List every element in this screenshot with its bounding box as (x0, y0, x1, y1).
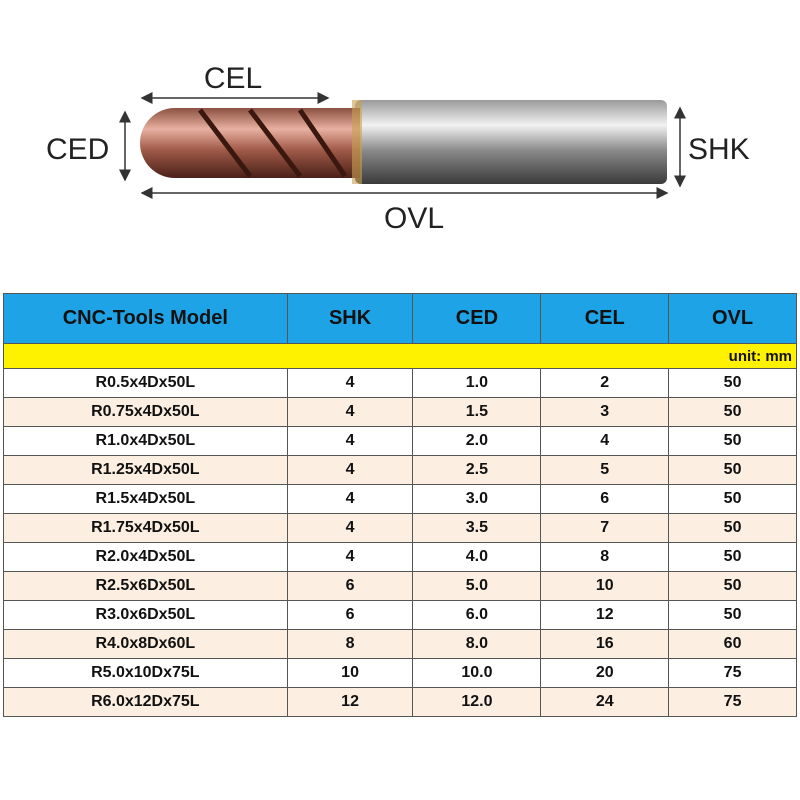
table-row: R0.5x4Dx50L 4 1.0 2 50 (3, 368, 797, 398)
table-cell: R0.5x4Dx50L (3, 368, 288, 398)
table-row: R0.75x4Dx50L 4 1.5 3 50 (3, 397, 797, 427)
table-cell: 4 (286, 484, 414, 514)
header-cell: OVL (668, 293, 797, 344)
unit-row: unit: mm (3, 343, 797, 369)
table-cell: R2.0x4Dx50L (3, 542, 288, 572)
ovl-label: OVL (384, 202, 444, 235)
table-cell: R4.0x8Dx60L (3, 629, 288, 659)
table-row: R5.0x10Dx75L 10 10.0 20 75 (3, 658, 797, 688)
table-cell: 50 (668, 397, 797, 427)
table-cell: R3.0x6Dx50L (3, 600, 288, 630)
table-cell: R6.0x12Dx75L (3, 687, 288, 717)
table-cell: 50 (668, 426, 797, 456)
table-cell: 12.0 (412, 687, 542, 717)
header-cell: SHK (286, 293, 414, 344)
table-cell: 10 (540, 571, 670, 601)
header-cell: CNC-Tools Model (3, 293, 288, 344)
table-cell: R0.75x4Dx50L (3, 397, 288, 427)
table-cell: 2.0 (412, 426, 542, 456)
shk-label: SHK (688, 133, 750, 166)
table-row: R1.5x4Dx50L 4 3.0 6 50 (3, 484, 797, 514)
table-cell: 2 (540, 368, 670, 398)
table-cell: R1.75x4Dx50L (3, 513, 288, 543)
table-cell: 8.0 (412, 629, 542, 659)
header-cell: CEL (540, 293, 670, 344)
table-cell: 4.0 (412, 542, 542, 572)
table-row: R1.25x4Dx50L 4 2.5 5 50 (3, 455, 797, 485)
table-cell: 3.5 (412, 513, 542, 543)
header-cell: CED (412, 293, 542, 344)
ced-label: CED (46, 133, 109, 166)
table-cell: 50 (668, 484, 797, 514)
table-cell: 4 (286, 397, 414, 427)
table-cell: 4 (540, 426, 670, 456)
table-cell: 4 (286, 513, 414, 543)
table-cell: 20 (540, 658, 670, 688)
table-cell: 10.0 (412, 658, 542, 688)
table-cell: 2.5 (412, 455, 542, 485)
table-cell: 6 (286, 600, 414, 630)
table-cell: 50 (668, 600, 797, 630)
table-cell: 3.0 (412, 484, 542, 514)
table-cell: 12 (540, 600, 670, 630)
table-cell: 3 (540, 397, 670, 427)
table-cell: 12 (286, 687, 414, 717)
table-cell: 75 (668, 687, 797, 717)
table-cell: 5 (540, 455, 670, 485)
table-cell: 60 (668, 629, 797, 659)
table-row: R2.0x4Dx50L 4 4.0 8 50 (3, 542, 797, 572)
table-cell: R1.5x4Dx50L (3, 484, 288, 514)
table-cell: R1.0x4Dx50L (3, 426, 288, 456)
table-cell: 6.0 (412, 600, 542, 630)
table-cell: 5.0 (412, 571, 542, 601)
table-row: R4.0x8Dx60L 8 8.0 16 60 (3, 629, 797, 659)
table-cell: R1.25x4Dx50L (3, 455, 288, 485)
end-mill (140, 100, 667, 184)
table-cell: 24 (540, 687, 670, 717)
table-row: R6.0x12Dx75L 12 12.0 24 75 (3, 687, 797, 717)
table-cell: 16 (540, 629, 670, 659)
table-cell: R5.0x10Dx75L (3, 658, 288, 688)
table-cell: 4 (286, 368, 414, 398)
unit-cell: unit: mm (3, 343, 797, 369)
table-cell: R2.5x6Dx50L (3, 571, 288, 601)
table-cell: 8 (286, 629, 414, 659)
table-row: R1.0x4Dx50L 4 2.0 4 50 (3, 426, 797, 456)
table-cell: 6 (540, 484, 670, 514)
table-cell: 4 (286, 426, 414, 456)
table-cell: 1.5 (412, 397, 542, 427)
table-cell: 50 (668, 455, 797, 485)
table-cell: 7 (540, 513, 670, 543)
table-cell: 50 (668, 542, 797, 572)
table-cell: 10 (286, 658, 414, 688)
table-cell: 4 (286, 455, 414, 485)
table-cell: 50 (668, 513, 797, 543)
table-cell: 50 (668, 571, 797, 601)
table-row: R2.5x6Dx50L 6 5.0 10 50 (3, 571, 797, 601)
table-cell: 1.0 (412, 368, 542, 398)
spec-table: CNC-Tools Model SHK CED CEL OVL unit: mm R0.5x… (3, 293, 797, 717)
table-row: R3.0x6Dx50L 6 6.0 12 50 (3, 600, 797, 630)
table-cell: 50 (668, 368, 797, 398)
table-cell: 75 (668, 658, 797, 688)
table-row: R1.75x4Dx50L 4 3.5 7 50 (3, 513, 797, 543)
cel-label: CEL (204, 62, 262, 95)
header-row: CNC-Tools Model SHK CED CEL OVL (3, 293, 797, 344)
table-cell: 4 (286, 542, 414, 572)
table-cell: 8 (540, 542, 670, 572)
tool-diagram: CEL CED SHK OVL (46, 62, 750, 235)
table-cell: 6 (286, 571, 414, 601)
